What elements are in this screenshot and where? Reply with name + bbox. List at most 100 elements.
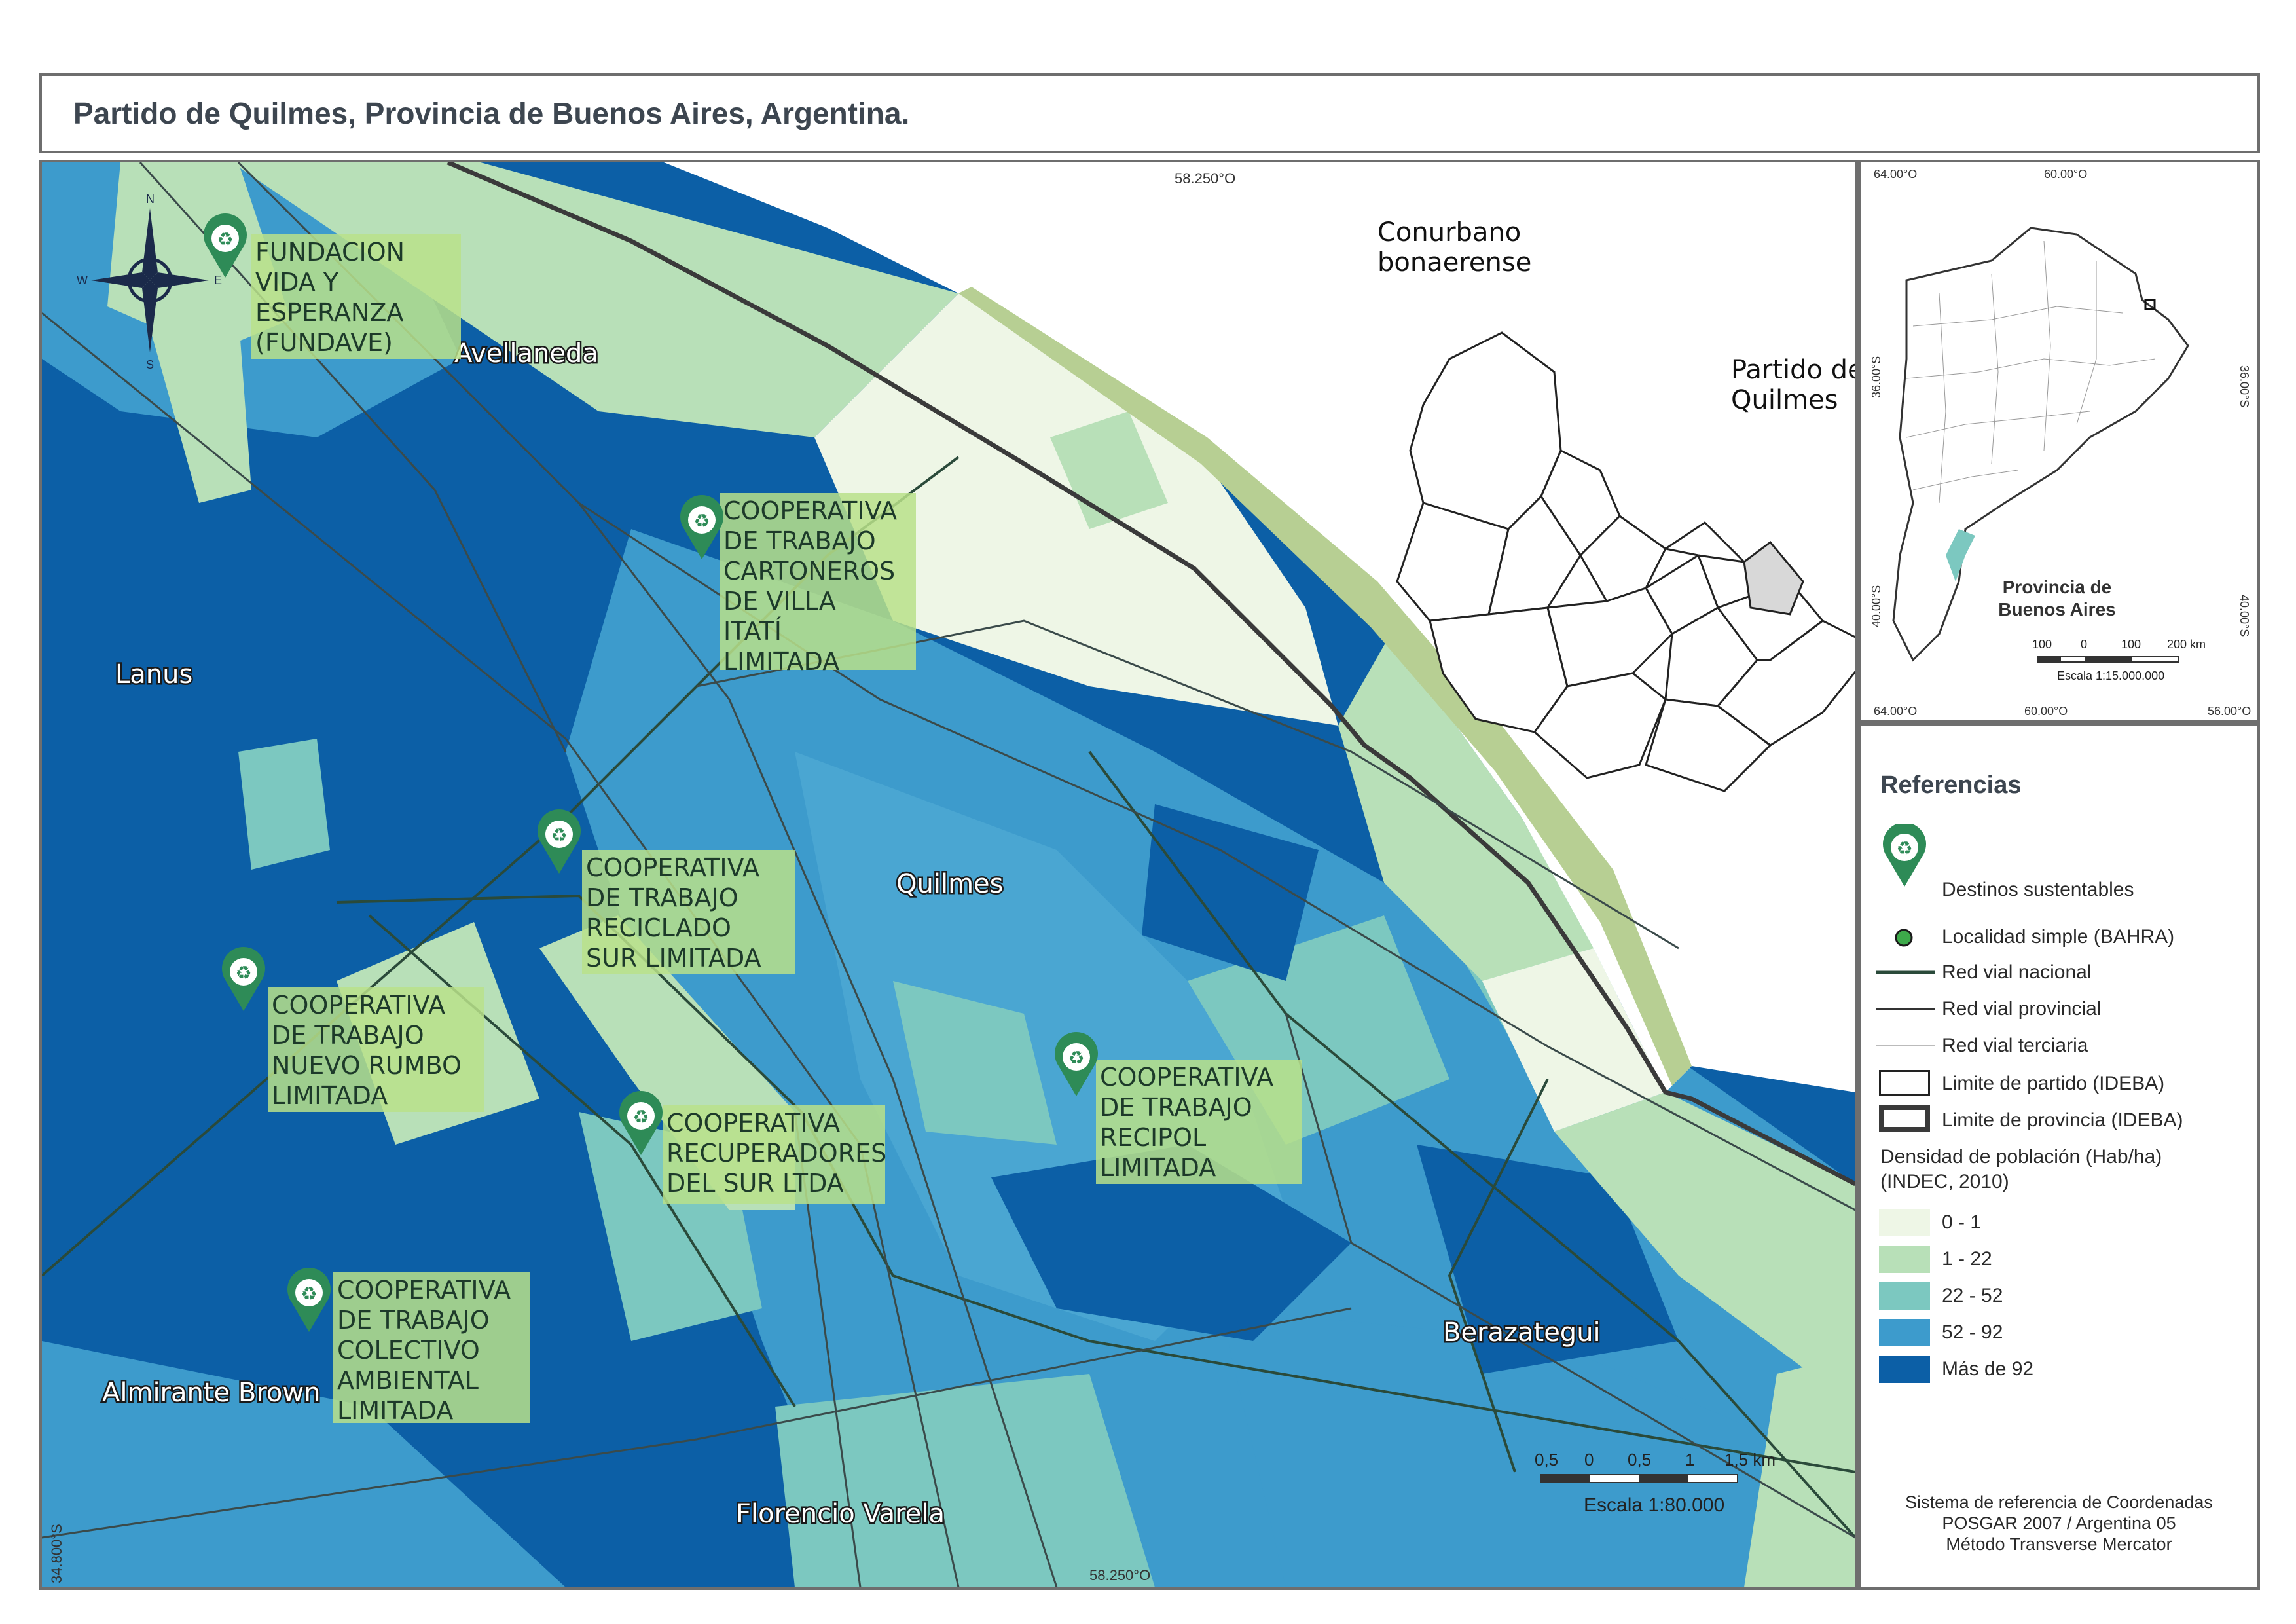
density-cluster [1142, 804, 1319, 981]
svg-text:♻: ♻ [235, 963, 251, 983]
locality-label: Berazategui [1443, 1318, 1601, 1348]
locality-label: Florencio Varela [736, 1499, 945, 1529]
destination-label[interactable]: COOPERATIVA RECUPERADORES DEL SUR LTDA [666, 1109, 886, 1198]
inset-grid-label: 64.00°O [1874, 705, 1917, 718]
inset-grid-label: 40.00°S [2238, 595, 2251, 637]
map-scale-bar: 0,5 0 0,5 1 1,5 km Escala 1:80.000 [1535, 1450, 1776, 1516]
locator-map[interactable]: 64.00°O 60.00°O 64.00°O 60.00°O 56.00°O … [1858, 160, 2260, 723]
province-coast [1946, 529, 1975, 581]
destination-label[interactable]: COOPERATIVA DE TRABAJO COLECTIVO AMBIENTAL L… [337, 1276, 511, 1425]
legend-label-limite-provincia: Limite de provincia (IDEBA) [1942, 1109, 2183, 1131]
destination-label-box [1096, 1060, 1302, 1184]
inset-label-partido: Partido de Quilmes [1731, 355, 1855, 415]
inset-grid-label: 60.00°O [2024, 705, 2068, 718]
crs-line3: Método Transverse Mercator [1946, 1534, 2172, 1554]
svg-text:♻: ♻ [1068, 1048, 1084, 1068]
inset-scale-tick: 100 [2032, 638, 2052, 651]
recycle-marker-icon[interactable]: ♻ [204, 213, 247, 278]
density-swatch [1879, 1319, 1930, 1346]
province-name-line2: Buenos Aires [1998, 599, 2115, 619]
title-panel: Partido de Quilmes, Provincia de Buenos … [39, 73, 2260, 153]
scale-tick: 0,5 [1628, 1450, 1651, 1469]
province-quilmes-marker [2144, 299, 2156, 310]
conurbano-inset-map [1396, 331, 1855, 792]
locator-canvas: 64.00°O 60.00°O 64.00°O 60.00°O 56.00°O … [1870, 168, 2251, 718]
locality-label: Almirante Brown [102, 1378, 320, 1408]
density-title-line1: Densidad de población (Hab/ha) [1880, 1146, 2162, 1168]
map-canvas: 58.250°O 58.250°O 34.800°S N S W E [42, 162, 1855, 1587]
svg-text:♻: ♻ [217, 229, 233, 249]
density-label: 1 - 22 [1942, 1248, 1992, 1270]
svg-text:♻: ♻ [693, 511, 710, 531]
locality-labels: Avellaneda Lanus Quilmes Almirante Brown… [101, 337, 1603, 1531]
destination-label[interactable]: COOPERATIVA DE TRABAJO NUEVO RUMBO LIMITADA [272, 991, 462, 1110]
density-patch [775, 1374, 1155, 1587]
north-letter: N [146, 193, 155, 206]
density-patch [238, 739, 330, 870]
svg-text:♻: ♻ [632, 1107, 649, 1127]
density-swatch [1879, 1282, 1930, 1310]
destination-label-box [663, 1105, 885, 1204]
density-zone-1-22 [1744, 1354, 1855, 1587]
inset-grid-label: 40.00°S [1870, 585, 1883, 627]
density-cluster [1417, 1145, 1679, 1374]
scale-text: Escala 1:80.000 [1584, 1494, 1724, 1516]
destination-label[interactable]: COOPERATIVA DE TRABAJO RECICLADO SUR LIMITA… [586, 853, 761, 972]
recycle-marker-icon[interactable]: ♻ [222, 947, 265, 1011]
density-zone-south [1220, 1308, 1855, 1587]
density-zone-1-22 [1338, 634, 1594, 981]
province-partidos [1906, 240, 2156, 504]
locality-label: Lanus [115, 659, 192, 690]
north-arrow: N S W E [77, 193, 222, 371]
density-cluster [991, 1145, 1351, 1341]
legend-label-red-nacional: Red vial nacional [1942, 961, 2092, 983]
coastline [446, 162, 1855, 1187]
south-letter: S [146, 358, 154, 371]
scale-tick: 0 [1584, 1450, 1594, 1469]
recycle-marker-icon: ♻ [1883, 824, 1926, 887]
inset-grid-label: 36.00°S [2238, 365, 2251, 407]
province-name-line1: Provincia de [2003, 577, 2112, 597]
recycle-marker-icon[interactable]: ♻ [680, 495, 723, 559]
svg-text:♻: ♻ [1896, 838, 1912, 858]
destination-label[interactable]: COOPERATIVA DE TRABAJO RECIPOL LIMITADA [1100, 1063, 1273, 1182]
national-road-line-icon [1876, 970, 1935, 974]
grid-label-bottom: 58.250°O [1089, 1567, 1150, 1583]
destination-label-box [251, 234, 461, 359]
legend-label-red-terciaria: Red vial terciaria [1942, 1035, 2088, 1056]
destination-label[interactable]: COOPERATIVA DE TRABAJO CARTONEROS DE VILLA I… [723, 496, 897, 676]
density-title-line2: (INDEC, 2010) [1880, 1171, 2009, 1192]
crs-line1: Sistema de referencia de Coordenadas [1905, 1492, 2213, 1512]
destination-label-box [333, 1272, 530, 1423]
recycle-marker-icon[interactable]: ♻ [538, 809, 581, 874]
quilmes-inset-highlight [1743, 540, 1804, 616]
province-boundary-swatch [1879, 1105, 1930, 1132]
recycle-marker-icon[interactable]: ♻ [1055, 1032, 1098, 1096]
map-title: Partido de Quilmes, Provincia de Buenos … [73, 96, 910, 130]
legend-label-limite-partido: Limite de partido (IDEBA) [1942, 1073, 2165, 1094]
density-swatch [1879, 1356, 1930, 1383]
density-zone-0-1 [814, 293, 1338, 726]
scale-tick: 1 [1685, 1450, 1694, 1469]
destination-label-box [720, 493, 916, 670]
provincial-road-line-icon [1876, 1008, 1935, 1010]
legend-label-red-provincial: Red vial provincial [1942, 998, 2102, 1020]
province-outline [1892, 227, 2189, 662]
density-zone-sw [42, 1341, 566, 1587]
grid-label-top: 58.250°O [1175, 170, 1235, 187]
locality-label: Quilmes [896, 869, 1003, 899]
svg-text:♻: ♻ [551, 825, 567, 845]
recycle-marker-icon[interactable]: ♻ [287, 1268, 331, 1332]
inset-scale-bar: 100 0 100 200 km Escala 1:15.000.000 [2032, 638, 2206, 682]
destination-label-box [268, 987, 484, 1112]
inset-grid-label: 64.00°O [1874, 168, 1917, 181]
density-zone-1-22 [140, 293, 251, 503]
scale-tick: 1,5 km [1724, 1450, 1776, 1469]
inset-scale-tick: 100 [2121, 638, 2141, 651]
recycle-marker-icon[interactable]: ♻ [619, 1091, 663, 1155]
density-swatch [1879, 1209, 1930, 1236]
main-map[interactable]: 58.250°O 58.250°O 34.800°S N S W E [39, 160, 1858, 1590]
destination-label[interactable]: FUNDACION VIDA Y ESPERANZA (FUNDAVE) [255, 238, 405, 357]
density-swatch [1879, 1246, 1930, 1273]
inset-label-region: Conurbano bonaerense [1377, 217, 1531, 278]
